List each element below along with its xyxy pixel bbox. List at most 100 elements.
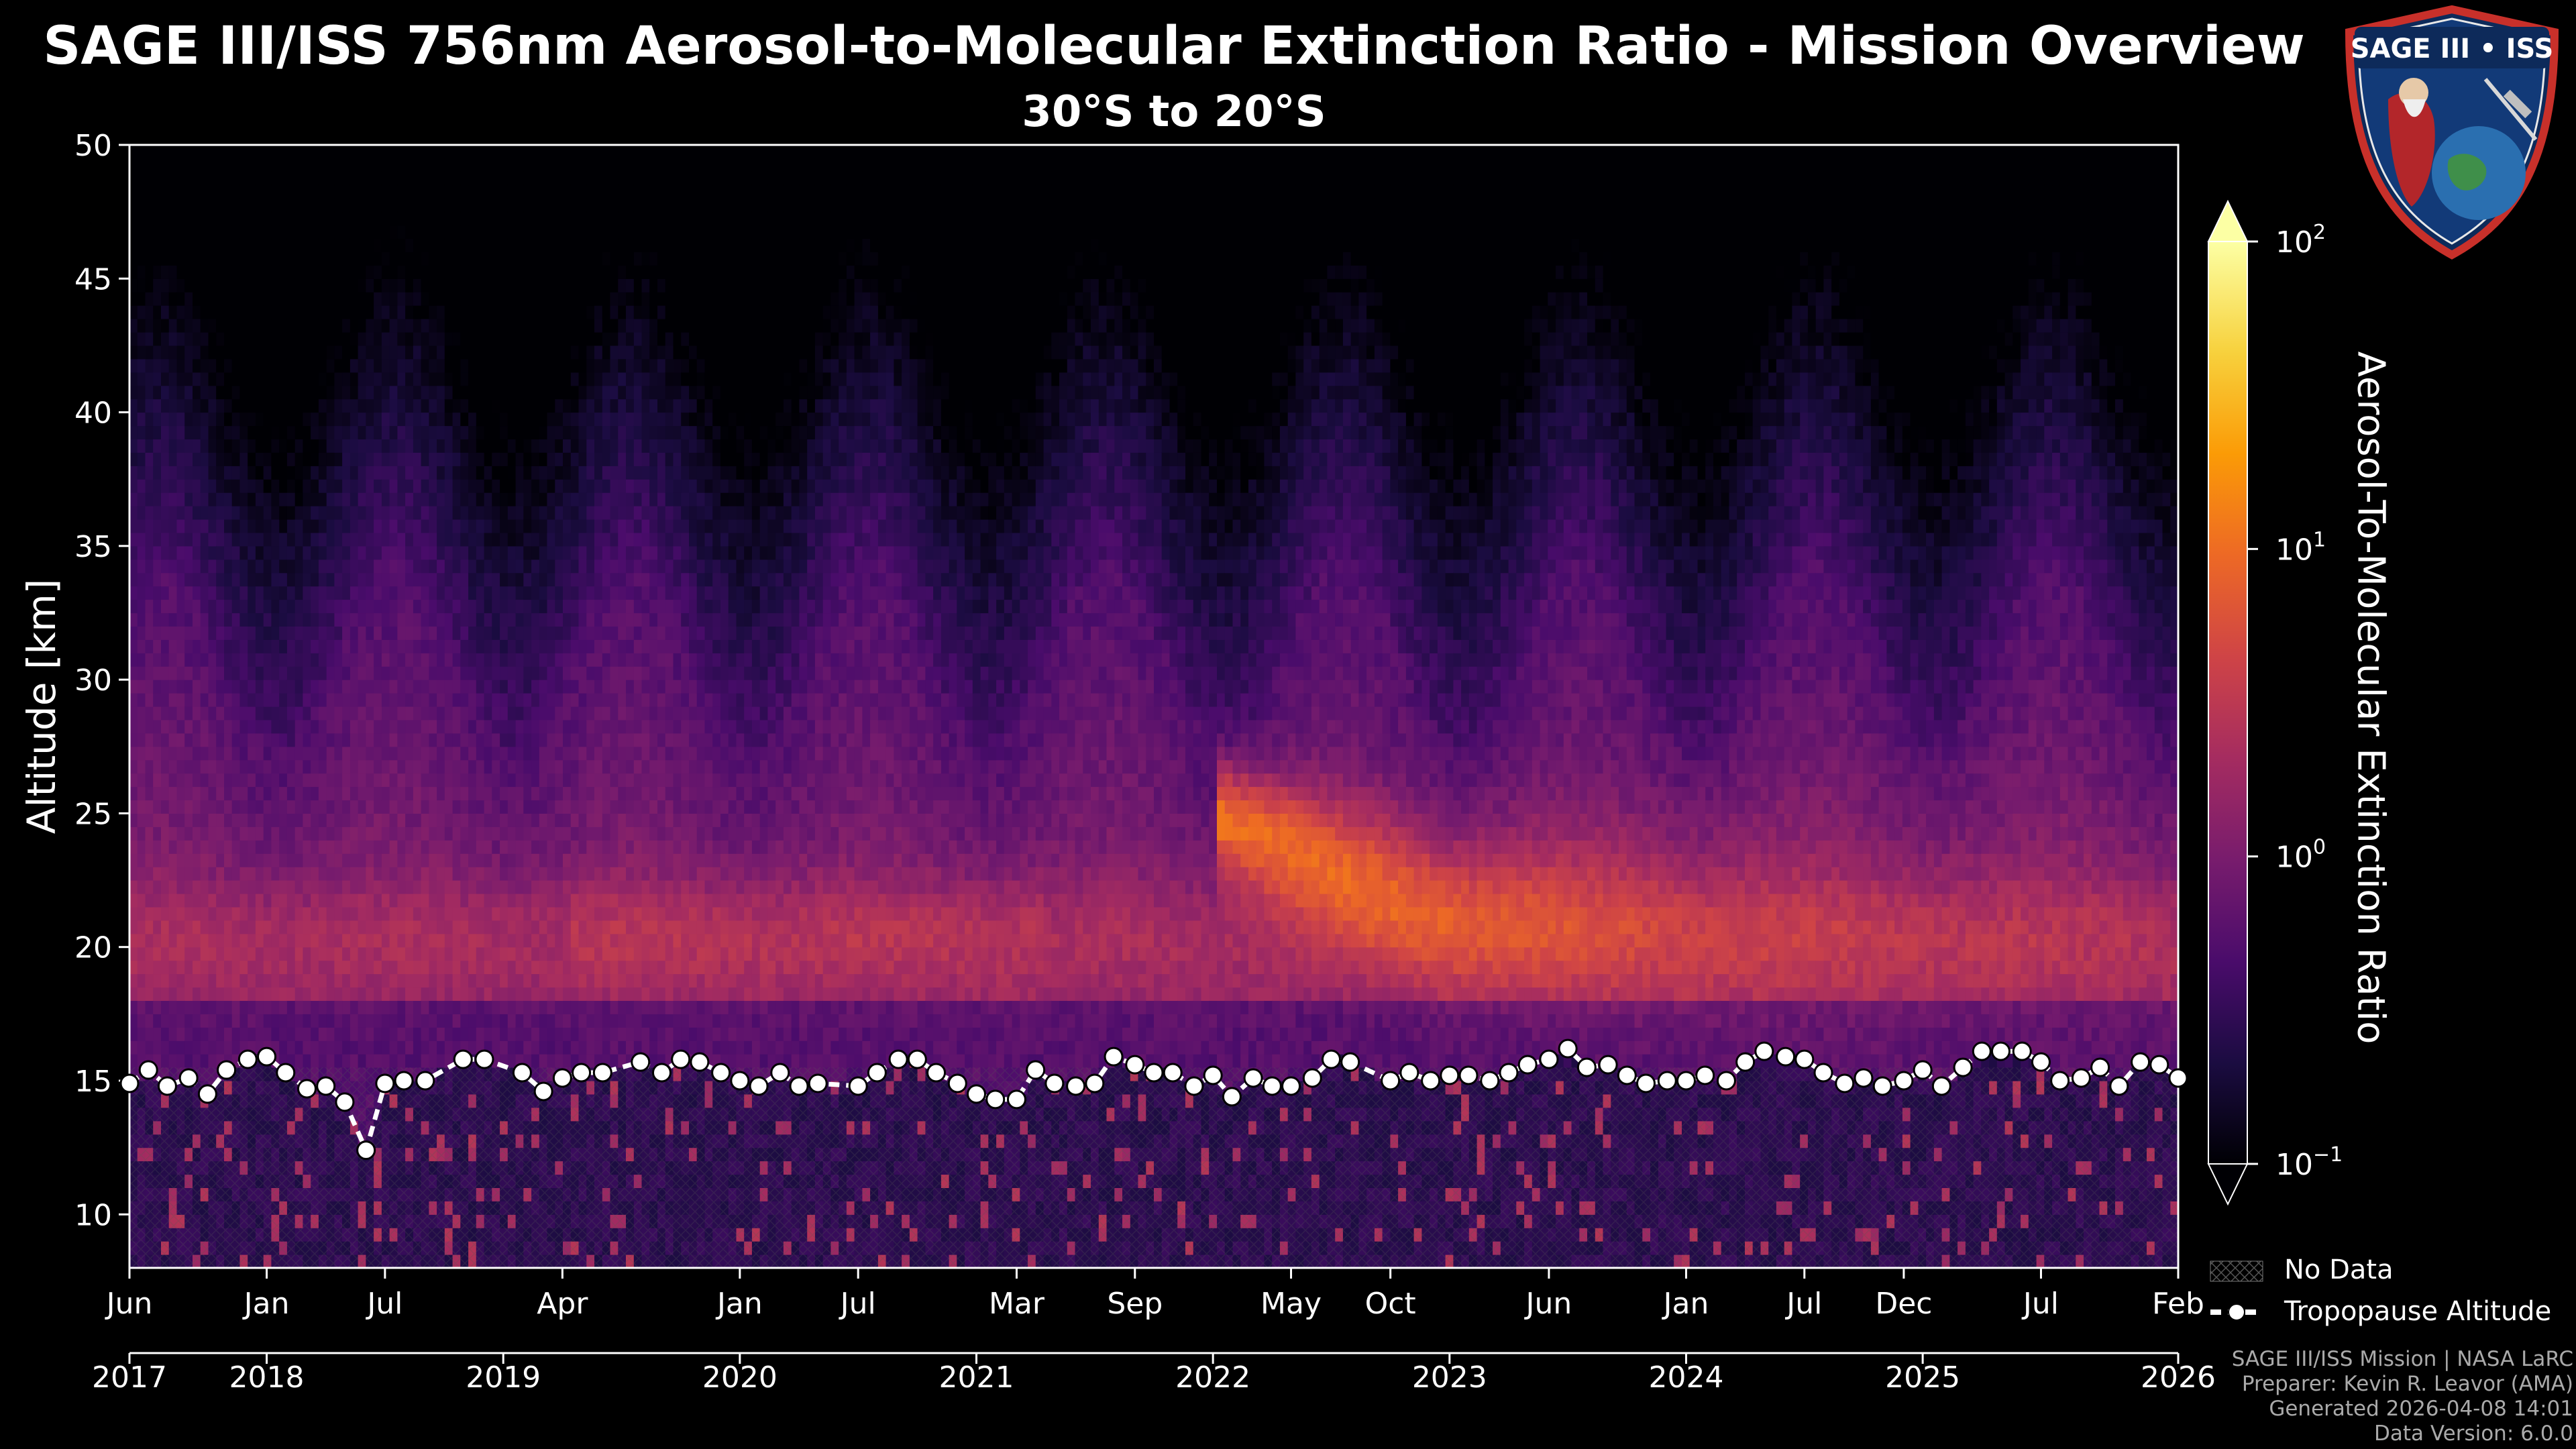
heatmap-cell [224, 920, 233, 934]
heatmap-cell [539, 145, 548, 159]
heatmap-cell [563, 332, 572, 346]
heatmap-cell [570, 867, 580, 881]
heatmap-cell [279, 358, 288, 373]
heatmap-cell [381, 586, 390, 600]
heatmap-cell [578, 479, 587, 493]
heatmap-cell [271, 733, 280, 747]
heatmap-cell [507, 145, 517, 159]
heatmap-cell [366, 225, 374, 239]
heatmap-cell [193, 198, 201, 213]
heatmap-cell [570, 840, 580, 854]
heatmap-cell [358, 319, 366, 333]
heatmap-cell [507, 880, 517, 894]
heatmap-cell [531, 773, 540, 788]
heatmap-cell [208, 545, 217, 560]
heatmap-cell [255, 693, 264, 707]
heatmap-cell [318, 171, 327, 186]
heatmap-cell [484, 733, 492, 747]
heatmap-cell [413, 586, 422, 600]
heatmap-cell [286, 265, 296, 279]
heatmap-cell [460, 653, 469, 667]
heatmap-cell [492, 319, 500, 333]
heatmap-cell [437, 305, 445, 319]
heatmap-cell [381, 211, 390, 226]
heatmap-cell [460, 252, 469, 266]
heatmap-cell [176, 680, 185, 694]
heatmap-cell [381, 1000, 390, 1014]
heatmap-cell [358, 933, 366, 948]
heatmap-cell [444, 532, 453, 547]
heatmap-cell [452, 1027, 461, 1041]
heatmap-cell [358, 1040, 366, 1055]
heatmap-cell [153, 425, 162, 439]
heatmap-cell [168, 1000, 177, 1014]
heatmap-cell [460, 265, 469, 279]
heatmap-cell [208, 385, 217, 400]
heatmap-cell [421, 920, 429, 934]
heatmap-cell [547, 894, 555, 908]
heatmap-cell [381, 612, 390, 627]
heatmap-cell [216, 947, 225, 961]
heatmap-cell [484, 719, 492, 734]
heatmap-cell [279, 973, 288, 988]
heatmap-cell [263, 719, 272, 734]
heatmap-cell [216, 813, 225, 827]
heatmap-cell [421, 733, 429, 747]
heatmap-cell [279, 719, 288, 734]
heatmap-cell [405, 612, 414, 627]
heatmap-cell [137, 412, 146, 427]
heatmap-cell [500, 466, 508, 480]
heatmap-cell [168, 719, 177, 734]
heatmap-cell [555, 425, 564, 439]
heatmap-cell [405, 265, 414, 279]
heatmap-cell [208, 479, 217, 493]
heatmap-cell [468, 319, 477, 333]
heatmap-cell [500, 1027, 508, 1041]
heatmap-cell [224, 545, 233, 560]
heatmap-cell [193, 265, 201, 279]
heatmap-cell [547, 933, 555, 948]
heatmap-cell [342, 1054, 351, 1068]
heatmap-cell [224, 933, 233, 948]
heatmap-cell [500, 158, 508, 172]
heatmap-cell [129, 252, 138, 266]
heatmap-cell [334, 867, 343, 881]
heatmap-cell [413, 532, 422, 547]
heatmap-cell [523, 452, 532, 466]
heatmap-cell [405, 385, 414, 400]
heatmap-cell [129, 987, 138, 1001]
heatmap-cell [255, 653, 264, 667]
heatmap-cell [366, 586, 374, 600]
heatmap-cell [476, 171, 485, 186]
heatmap-cell [468, 1000, 477, 1014]
heatmap-cell [429, 439, 437, 453]
heatmap-cell [515, 706, 524, 720]
heatmap-cell [437, 987, 445, 1001]
heatmap-cell [444, 586, 453, 600]
heatmap-cell [539, 1054, 548, 1068]
heatmap-cell [397, 1000, 406, 1014]
heatmap-cell [515, 385, 524, 400]
heatmap-cell [507, 906, 517, 921]
heatmap-cell [413, 826, 422, 841]
heatmap-cell [547, 452, 555, 466]
heatmap-cell [515, 265, 524, 279]
heatmap-cell [239, 265, 248, 279]
heatmap-cell [444, 211, 453, 226]
heatmap-cell [350, 398, 359, 413]
heatmap-cell [381, 412, 390, 427]
heatmap-cell [374, 840, 382, 854]
heatmap-cell [248, 599, 256, 614]
heatmap-cell [366, 506, 374, 520]
heatmap-cell [374, 506, 382, 520]
heatmap-cell [500, 292, 508, 306]
heatmap-cell [476, 439, 485, 453]
heatmap-cell [294, 894, 303, 908]
heatmap-cell [271, 1000, 280, 1014]
heatmap-cell [231, 947, 240, 961]
heatmap-cell [231, 894, 240, 908]
heatmap-cell [216, 880, 225, 894]
heatmap-cell [476, 184, 485, 199]
heatmap-cell [507, 412, 517, 427]
heatmap-cell [531, 252, 540, 266]
